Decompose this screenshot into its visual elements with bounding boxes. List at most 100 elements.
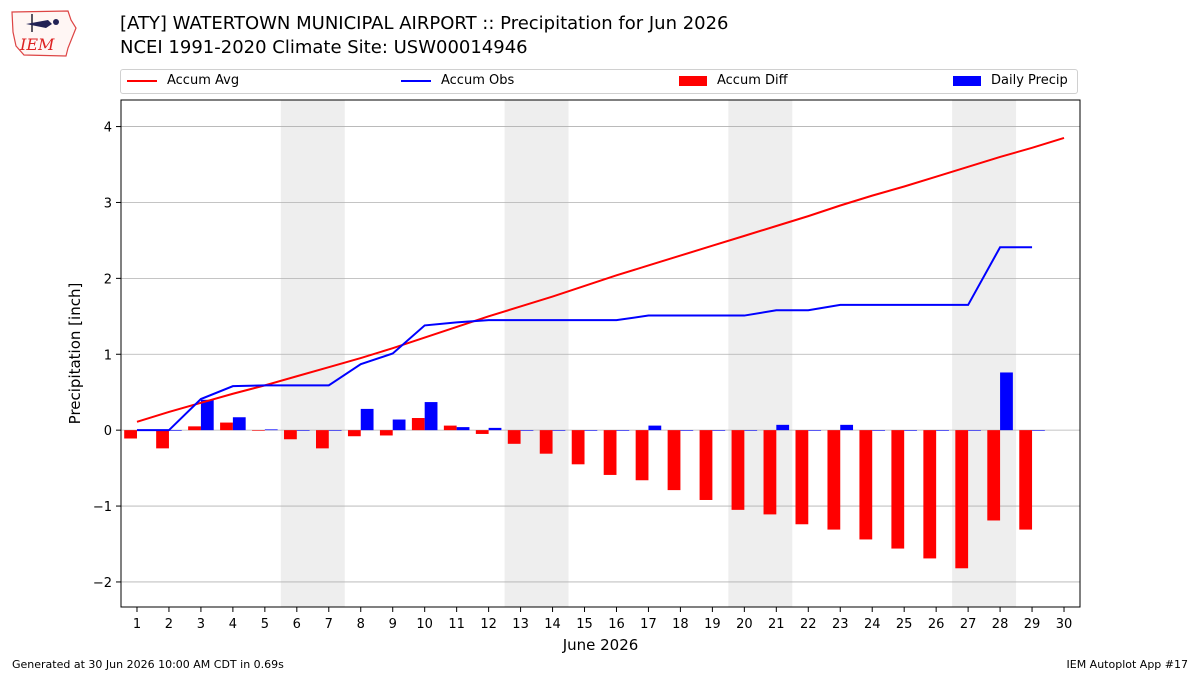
x-tick-label-25: 25	[896, 617, 913, 632]
bar-diff-17	[635, 430, 649, 481]
legend-item-accum-obs: Accum Obs	[401, 73, 514, 91]
x-tick-label-18: 18	[672, 617, 689, 632]
bar-diff-16	[603, 430, 617, 475]
weekend-shade-0	[280, 100, 345, 607]
x-tick-label-8: 8	[357, 617, 365, 632]
chart-title: [ATY] WATERTOWN MUNICIPAL AIRPORT :: Pre…	[120, 13, 729, 34]
legend-swatch-avg	[127, 79, 157, 82]
weekend-shade-1	[504, 100, 569, 607]
chart-subtitle: NCEI 1991-2020 Climate Site: USW00014946	[120, 37, 528, 58]
bar-diff-29	[1019, 430, 1033, 530]
bar-daily-12	[488, 427, 502, 431]
legend-item-accum-diff: Accum Diff	[679, 73, 788, 91]
x-tick-label-1: 1	[133, 617, 141, 632]
bar-diff-1	[124, 430, 137, 439]
x-tick-label-30: 30	[1056, 617, 1073, 632]
weekend-shade-2	[728, 100, 793, 607]
bar-daily-5	[264, 429, 278, 431]
bar-daily-26	[936, 430, 949, 431]
bar-daily-25	[904, 430, 917, 431]
iem-logo: IEM	[11, 10, 77, 57]
footer-app: IEM Autoplot App #17	[1066, 658, 1189, 671]
footer-generated: Generated at 30 Jun 2026 10:00 AM CDT in…	[12, 658, 284, 671]
x-tick-label-5: 5	[261, 617, 269, 632]
line-accum-avg	[136, 136, 1065, 423]
bar-daily-18	[680, 430, 694, 431]
bar-diff-14	[539, 430, 553, 454]
y-tick-label-0: −2	[93, 576, 112, 591]
bar-daily-14	[552, 430, 566, 431]
y-tick-label-6: 4	[104, 121, 112, 136]
bar-daily-10	[424, 402, 438, 431]
bar-daily-3	[200, 399, 214, 431]
bar-diff-23	[827, 430, 841, 530]
legend-item-accum-avg: Accum Avg	[127, 73, 239, 91]
bar-daily-24	[872, 430, 886, 431]
bar-diff-18	[667, 430, 681, 491]
x-tick-label-12: 12	[480, 617, 497, 632]
bar-daily-11	[456, 427, 470, 431]
bar-diff-12	[475, 430, 489, 434]
x-tick-label-9: 9	[389, 617, 397, 632]
logo-text: IEM	[19, 35, 55, 54]
bar-diff-10	[411, 418, 425, 431]
bar-diff-11	[443, 425, 457, 431]
bar-daily-27	[968, 430, 981, 431]
x-tick-label-7: 7	[325, 617, 333, 632]
x-tick-label-27: 27	[960, 617, 977, 632]
legend-label-daily: Daily Precip	[991, 73, 1068, 88]
x-tick-label-28: 28	[992, 617, 1009, 632]
legend: Accum Avg Accum Obs Accum Diff Daily Pre…	[120, 69, 1078, 94]
y-tick-label-2: 0	[104, 424, 112, 439]
x-tick-label-10: 10	[416, 617, 433, 632]
line-accum-obs	[136, 246, 1033, 432]
x-tick-label-20: 20	[736, 617, 753, 632]
bar-daily-9	[392, 419, 406, 431]
y-tick-label-1: −1	[93, 500, 112, 515]
bar-diff-7	[315, 430, 329, 449]
bar-diff-3	[188, 426, 201, 431]
x-tick-label-22: 22	[800, 617, 817, 632]
bar-diff-25	[891, 430, 905, 549]
y-tick-label-3: 1	[104, 348, 112, 363]
bar-daily-15	[584, 430, 598, 431]
x-tick-label-26: 26	[928, 617, 945, 632]
y-axis-label: Precipitation [inch]	[66, 283, 84, 425]
legend-label-obs: Accum Obs	[441, 73, 515, 88]
legend-swatch-obs	[401, 79, 431, 82]
bar-daily-21	[776, 424, 790, 431]
bar-diff-20	[731, 430, 745, 510]
x-tick-label-2: 2	[165, 617, 173, 632]
x-tick-label-6: 6	[293, 617, 301, 632]
bar-daily-20	[744, 430, 758, 431]
bar-daily-7	[328, 430, 342, 431]
bar-daily-2	[168, 430, 182, 431]
bar-daily-28	[1000, 372, 1013, 431]
x-tick-label-3: 3	[197, 617, 205, 632]
bar-diff-6	[284, 430, 297, 440]
bar-daily-6	[296, 430, 310, 431]
legend-swatch-daily	[953, 75, 981, 86]
bar-diff-8	[347, 430, 361, 437]
bar-daily-4	[232, 417, 246, 431]
bar-diff-21	[763, 430, 777, 515]
x-tick-label-4: 4	[229, 617, 237, 632]
bar-diff-27	[955, 430, 969, 569]
bar-daily-13	[520, 430, 534, 431]
bar-diff-28	[987, 430, 1001, 521]
bar-diff-2	[156, 430, 169, 449]
bar-diff-19	[699, 430, 713, 500]
legend-swatch-diff	[679, 75, 707, 86]
x-tick-label-17: 17	[640, 617, 657, 632]
bar-daily-23	[840, 424, 854, 431]
x-tick-label-15: 15	[576, 617, 593, 632]
bar-diff-26	[923, 430, 937, 559]
bar-diff-9	[379, 430, 393, 436]
bar-diff-24	[859, 430, 873, 540]
bar-daily-8	[360, 408, 374, 431]
bar-daily-29	[1032, 430, 1045, 431]
bar-diff-13	[507, 430, 521, 444]
bar-daily-19	[712, 430, 726, 431]
legend-item-daily-precip: Daily Precip	[953, 73, 1068, 91]
